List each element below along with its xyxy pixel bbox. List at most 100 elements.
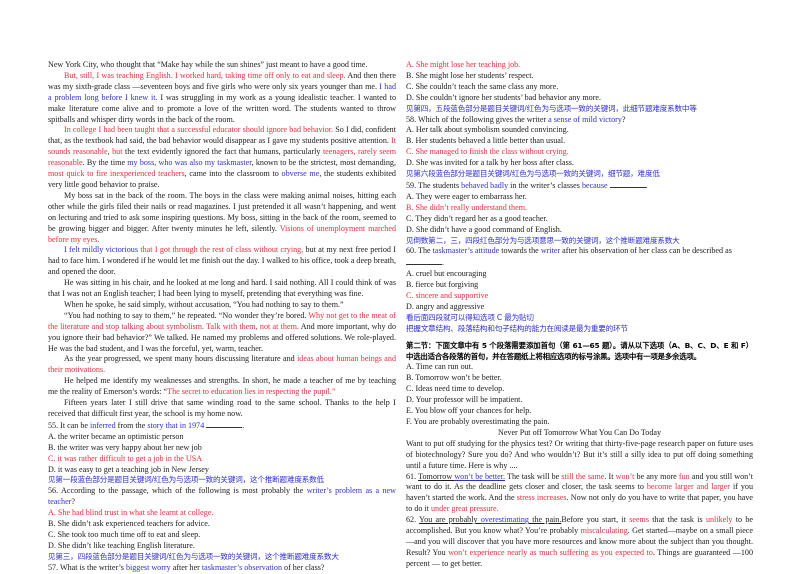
option-c: C. She couldn’t teach the same class any…	[406, 81, 559, 91]
highlight-blue: won’t be better.	[454, 471, 505, 481]
highlight-red: fun	[678, 471, 690, 481]
left-column: New York City, who thought that “Make ha…	[48, 60, 396, 574]
answer-note: 见第一段蓝色部分是题目关键词/红色为与选项一致的关键词，这个推断题难度系数低	[48, 475, 324, 485]
text: towards the	[499, 246, 541, 256]
question-59: 59. The students behaved badly in the wr…	[406, 180, 753, 192]
text: . Things are guaranteed —100 percent — t…	[406, 547, 753, 568]
option-d: D. She was invited for a talk by her bos…	[406, 158, 574, 168]
highlight-red: still the same	[561, 471, 605, 481]
highlight-red: miscalculating	[580, 526, 628, 536]
highlight-red: stress increases	[516, 493, 567, 503]
option-c: C. Ideas need time to develop.	[406, 384, 505, 394]
highlight-red: But, still, I was teaching English. I wo…	[64, 70, 346, 80]
text: , came into the classroom to	[184, 169, 282, 179]
text: 57. What is the writer’s	[48, 562, 126, 572]
question-58: 58. Which of the following gives the wri…	[406, 115, 753, 126]
highlight-red: but	[112, 147, 123, 157]
text: of her class?	[282, 562, 325, 572]
passage-intro: Want to put off studying for the physics…	[406, 438, 753, 470]
question-56: 56. According to the passage, which of t…	[48, 486, 396, 508]
text: if you haven’t started the work. And the	[406, 482, 754, 503]
option-b: B. She didn’t ask experienced teachers f…	[48, 519, 210, 529]
underlined-text: Tomorrow	[418, 471, 455, 481]
option-e: E. You blow off your chances for help.	[406, 406, 532, 416]
text: And then there was my sixth-grade class …	[48, 70, 396, 91]
text: in the writer’s classes	[508, 180, 582, 190]
highlight-blue: writer’s problem as a new teacher	[48, 486, 396, 507]
answer-note: 看后面四段就可以得知选项 C 最为贴切	[406, 312, 534, 322]
highlight-red: become larger and larger	[646, 482, 731, 492]
underlined-text: the pain.	[528, 515, 562, 525]
underlined-text: You are probably	[419, 515, 481, 525]
highlight-blue: overestimating	[480, 515, 529, 525]
highlight-red: ideas about human beings and their motiv…	[48, 354, 396, 375]
option-a-answer: A. She had blind trust in what she learn…	[48, 508, 214, 518]
highlight-red: under great pressure.	[430, 504, 499, 514]
option-a: A. Time can run out.	[406, 362, 473, 372]
option-a: A. the writer became an optimistic perso…	[48, 431, 184, 441]
text: and you still won’t want to do it. As th…	[406, 471, 753, 492]
highlight-blue: taskmaster’s observation	[201, 562, 283, 572]
highlight-red: Why not get to the meat of the literatur…	[48, 310, 396, 331]
option-b-answer: B. She didn’t really understand them.	[406, 202, 528, 212]
text: He helped me identify my weaknesses and …	[48, 376, 396, 397]
paragraph: But, still, I was teaching English. I wo…	[48, 71, 396, 126]
option-c-answer: C. sincere and supportive	[406, 291, 489, 301]
answer-note: 见第三，四段蓝色部分是题目关键词/红色为与选项一致的关键词，这个推断题难度系数大	[48, 551, 339, 561]
highlight-blue: biggest worry	[125, 562, 171, 572]
highlight-blue: writer	[540, 246, 561, 256]
option-b: B. She might lose her students’ respect.	[406, 70, 534, 80]
highlight-blue: my boss, who was also my taskmaster	[127, 158, 252, 168]
question-57: 57. What is the writer’s biggest worry a…	[48, 563, 396, 574]
option-a: A. cruel but encouraging	[406, 269, 487, 279]
text: 58. Which of the following gives the wri…	[406, 114, 549, 124]
option-d: D. She didn’t have a good command of Eng…	[406, 224, 562, 234]
section-instruction: 第二节：下面文章中有 5 个段落需要添加首句（第 61—65 题）。请从以下选项…	[406, 340, 753, 361]
highlight-red: seems	[629, 515, 649, 525]
highlight-red: that I got through the rest of class wit…	[140, 245, 304, 255]
highlight-blue: story that in 1974	[147, 420, 205, 430]
paragraph: He helped me identify my weaknesses and …	[48, 376, 396, 398]
text: As the year progressed, we spent many ho…	[64, 354, 298, 364]
answer-blank	[206, 420, 243, 428]
highlight-red: unlikely	[705, 515, 733, 525]
highlight-blue: obverse me	[281, 169, 320, 179]
text: 56. According to the passage, which of t…	[48, 486, 307, 496]
option-b: B. Her students behaved a little better …	[406, 136, 566, 146]
text: .	[442, 258, 445, 268]
option-d: D. Your professor will be impatient.	[406, 395, 523, 405]
paragraph: In college I had been taught that a succ…	[48, 125, 396, 190]
option-c-answer: C. She managed to finish the class witho…	[406, 147, 569, 157]
text: , the students exhibited very little goo…	[48, 169, 396, 189]
text: ,	[107, 147, 113, 157]
highlight-red: teenagers, rarely seem reasonable	[48, 147, 397, 168]
text: My boss sat in the back of the room. The…	[48, 190, 396, 233]
text: 60. The	[406, 246, 433, 256]
paragraph: As the year progressed, we spent many ho…	[48, 354, 396, 376]
text: . By the time	[82, 158, 128, 168]
text: ?	[621, 114, 626, 124]
option-b: B. the writer was very happy about her n…	[48, 442, 202, 452]
option-f: F. You are probably overestimating the p…	[406, 417, 550, 426]
text: 59. The students	[406, 180, 462, 190]
option-a: A. Her talk about symbolism sounded conv…	[406, 125, 569, 135]
text: the text evidently ignored the fact that…	[122, 147, 323, 157]
option-d: D. She couldn’t ignore her students’ bad…	[406, 92, 602, 102]
option-a-answer: A. She might lose her teaching job.	[406, 60, 521, 69]
text: after her	[170, 562, 202, 572]
text: to be accomplished. But you know what? Y…	[406, 515, 754, 536]
option-c-answer: C. it was rather difficult to get a job …	[48, 453, 203, 463]
option-c: C. She took too much time off to eat and…	[48, 529, 201, 539]
highlight-blue: behaved badly	[461, 180, 509, 190]
highlight-red: won’t experience nearly as much sufferin…	[448, 547, 653, 557]
text: ”	[331, 387, 336, 397]
text: but at my next free period I had to face…	[48, 245, 396, 277]
text: be any more	[634, 471, 679, 481]
paragraph-61: 61. Tomorrow won’t be better. The task w…	[406, 472, 753, 516]
option-d: D. angry and aggressive	[406, 301, 485, 311]
paragraph: He was sitting in his chair, and he look…	[48, 278, 396, 299]
text: I was struggling in my work as a young i…	[48, 92, 397, 124]
highlight-blue: taskmaster’s attitude	[432, 246, 500, 256]
right-column: A. She might lose her teaching job. B. S…	[406, 60, 753, 570]
text: 62.	[406, 515, 420, 525]
